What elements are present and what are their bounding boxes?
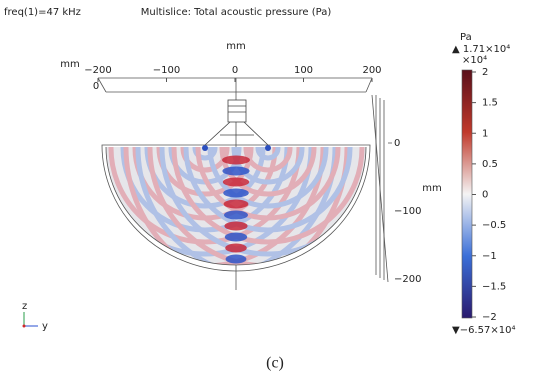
- wavefront: [135, 147, 366, 265]
- source: [202, 145, 208, 151]
- axis-tick-label: 0: [232, 65, 238, 76]
- axis-tick-label: −200: [394, 274, 421, 285]
- colorbar-tick-label: 0.5: [482, 159, 498, 170]
- transducer: [204, 99, 269, 146]
- wavefront: [219, 147, 317, 197]
- wavefront: [156, 147, 254, 197]
- beam-lobe: [224, 221, 248, 231]
- colorbar-max: ▲ 1.71×10⁴: [452, 44, 510, 55]
- wavefront: [231, 147, 305, 185]
- colorbar-tick-label: 1: [482, 128, 488, 139]
- wavefront: [123, 147, 366, 265]
- wavefront: [255, 147, 281, 161]
- colorbar-tick-label: −0.5: [482, 220, 506, 231]
- source: [265, 145, 271, 151]
- freq-label: freq(1)=47 kHz: [4, 7, 81, 18]
- axis-tick-label: −100: [394, 206, 421, 217]
- colorbar: [461, 69, 473, 319]
- wavefront: [108, 147, 302, 245]
- colorbar-unit: Pa: [460, 32, 472, 43]
- axis-unit: mm: [60, 59, 79, 70]
- wavefront: [207, 147, 329, 209]
- beam-lobe: [222, 177, 250, 187]
- axis-triad: [22, 312, 38, 328]
- wavefront: [106, 147, 350, 265]
- beam-lobe: [223, 199, 249, 209]
- axis-tick-label: 0: [93, 81, 99, 92]
- wavefront: [132, 147, 278, 221]
- axis-unit: mm: [226, 41, 245, 52]
- dome: [105, 146, 367, 266]
- beam-lobe: [224, 210, 248, 220]
- wavefront: [195, 147, 341, 221]
- axis-tick-label: 0: [394, 138, 400, 149]
- wavefront: [192, 147, 218, 161]
- triad-y: y: [42, 321, 48, 332]
- beam-lobe: [223, 188, 249, 198]
- colorbar-tick-label: −2: [482, 312, 497, 323]
- wavefront: [144, 147, 266, 209]
- axis-tick-label: 200: [362, 65, 381, 76]
- wavefront: [106, 147, 314, 257]
- colorbar-tick-label: −1.5: [482, 281, 506, 292]
- axis-unit: mm: [422, 183, 441, 194]
- wavefront: [147, 147, 366, 265]
- colorbar-tick-label: 2: [482, 67, 488, 78]
- wavefront: [183, 147, 353, 233]
- beam-lobe: [225, 243, 247, 253]
- beam-lobe: [225, 254, 247, 264]
- colorbar-min: ▼−6.57×10⁴: [452, 325, 515, 336]
- colorbar-tick-label: −1: [482, 251, 497, 262]
- shell: [101, 144, 371, 272]
- colorbar-scale: ×10⁴: [462, 55, 487, 66]
- wavefront: [106, 147, 338, 265]
- axis-tick-label: 100: [294, 65, 313, 76]
- pressure-field: [106, 147, 366, 265]
- plot-title: Multislice: Total acoustic pressure (Pa): [141, 7, 332, 18]
- wavefront: [120, 147, 290, 233]
- wavefront: [180, 147, 230, 173]
- beam-lobe: [224, 232, 248, 242]
- wavefront: [243, 147, 293, 173]
- caption: (c): [266, 355, 284, 372]
- axis-tick-label: −100: [153, 65, 180, 76]
- wavefront: [106, 147, 326, 265]
- colorbar-tick-label: 1.5: [482, 98, 498, 109]
- axis-tick-label: −200: [84, 65, 111, 76]
- beam-lobe: [222, 166, 250, 176]
- wavefront: [171, 147, 365, 245]
- colorbar-tick-label: 0: [482, 190, 488, 201]
- wavefront: [159, 147, 366, 257]
- triad-z: z: [22, 301, 27, 312]
- beam-lobe: [222, 155, 250, 165]
- wavefront: [168, 147, 242, 185]
